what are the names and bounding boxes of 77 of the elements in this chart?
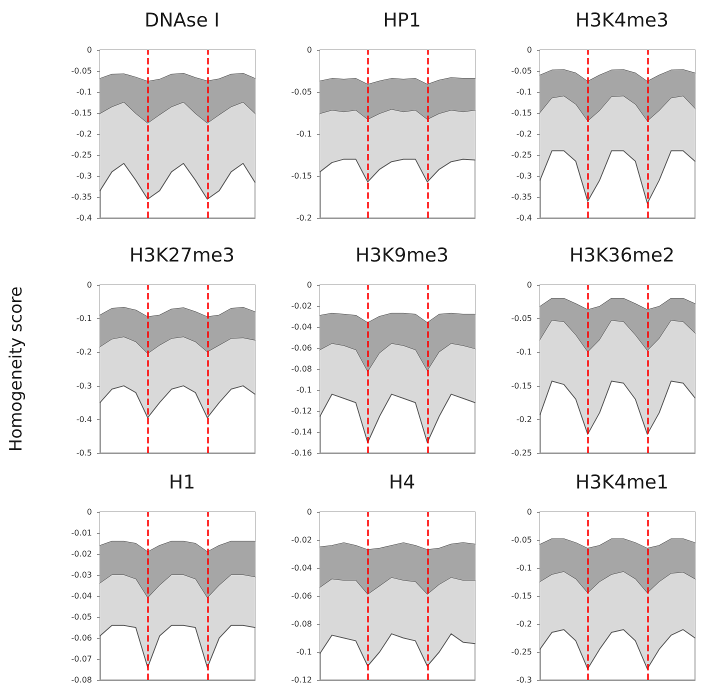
y-tick-label: 0 [306,508,312,516]
y-tick-label: -0.02 [71,550,92,558]
y-tick-label: -0.25 [71,150,92,160]
y-tick-label: -0.05 [511,66,532,76]
y-tick-label: 0 [526,46,532,54]
y-tick-label: -0.16 [291,448,312,458]
y-tick-label: -0.4 [76,414,92,424]
y-tick-label: -0.06 [71,634,92,642]
y-tick-label: -0.06 [291,344,312,352]
y-tick-label: -0.01 [71,528,92,538]
y-tick-label: -0.1 [296,648,312,656]
y-tick-label: -0.04 [71,592,92,600]
y-tick-label: -0.5 [76,448,92,458]
chart-title: HP1 [383,10,421,32]
y-tick-label: -0.02 [291,536,312,544]
y-tick-label: -0.1 [516,348,532,357]
y-tick-label: 0 [86,280,92,290]
y-tick-label: -0.14 [291,428,312,436]
y-tick-label: -0.15 [291,172,312,180]
chart-title: H4 [388,472,416,494]
y-tick-label: -0.25 [511,648,532,656]
y-tick-label: -0.07 [71,654,92,664]
y-tick-label: -0.3 [76,381,92,390]
chart-title: H3K9me3 [355,244,449,266]
y-tick-label: 0 [526,508,532,516]
chart-title: DNAse I [144,10,220,32]
y-tick-label: -0.2 [516,130,532,138]
chart-title: H1 [168,472,196,494]
y-tick-label: -0.3 [516,172,532,180]
y-tick-label: -0.08 [71,676,92,684]
y-tick-label: -0.05 [291,88,312,96]
y-tick-label: -0.4 [76,214,92,222]
y-tick-label: -0.2 [296,214,312,222]
chart-title: H3K36me2 [569,244,675,266]
y-tick-label: -0.25 [511,448,532,458]
y-tick-label: -0.3 [516,676,532,684]
y-tick-label: -0.06 [291,592,312,600]
y-tick-label: -0.25 [511,150,532,160]
y-tick-label: -0.05 [71,612,92,622]
y-tick-label: -0.15 [511,381,532,390]
y-tick-label: -0.3 [76,172,92,180]
y-tick-label: 0 [306,46,312,54]
y-tick-label: -0.03 [71,570,92,580]
y-tick-label: -0.2 [516,414,532,424]
y-tick-label: -0.35 [511,192,532,202]
y-tick-label: -0.04 [291,564,312,572]
y-tick-label: -0.1 [296,386,312,394]
y-tick-label: -0.02 [291,302,312,310]
y-tick-label: -0.1 [516,88,532,96]
chart-title: H3K4me3 [575,10,669,32]
y-axis-title: Homogeneity score [6,286,26,452]
y-tick-label: -0.1 [76,314,92,324]
y-tick-label: 0 [86,508,92,516]
y-tick-label: -0.35 [71,192,92,202]
y-tick-label: -0.4 [516,214,532,222]
y-tick-label: -0.05 [511,536,532,544]
y-tick-label: -0.04 [291,322,312,332]
y-tick-label: -0.12 [291,406,312,416]
y-tick-label: -0.15 [511,592,532,600]
y-tick-label: -0.05 [71,66,92,76]
y-tick-label: -0.2 [516,620,532,628]
y-tick-label: -0.15 [511,108,532,118]
chart-title: H3K4me1 [575,472,669,494]
y-tick-label: 0 [86,46,92,54]
y-tick-label: 0 [306,280,312,290]
y-tick-label: -0.1 [76,88,92,96]
y-tick-label: -0.1 [516,564,532,572]
chart-title: H3K27me3 [129,244,235,266]
y-tick-label: -0.1 [296,130,312,138]
y-tick-label: -0.08 [291,620,312,628]
y-tick-label: -0.05 [511,314,532,324]
y-tick-label: -0.15 [71,108,92,118]
y-tick-label: -0.08 [291,364,312,374]
y-tick-label: -0.2 [76,348,92,357]
y-tick-label: 0 [526,280,532,290]
y-tick-label: -0.12 [291,676,312,684]
y-tick-label: -0.2 [76,130,92,138]
